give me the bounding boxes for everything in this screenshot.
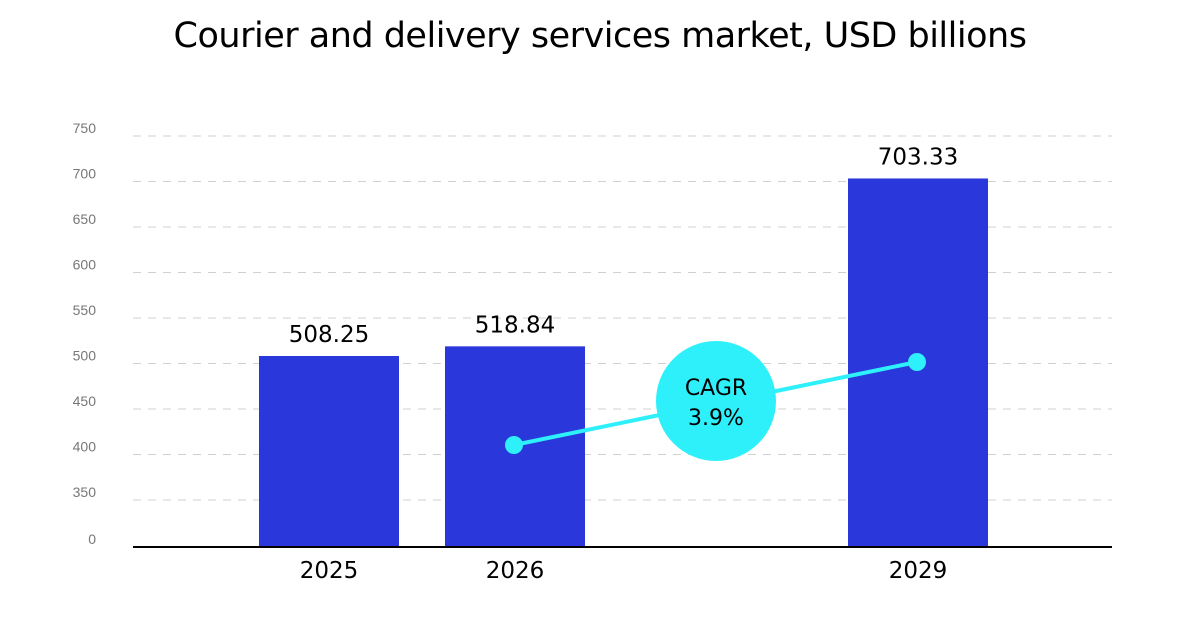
cagr-value: 3.9% [688,406,744,431]
y-tick-label: 750 [73,120,97,136]
x-tick-label: 2029 [889,558,948,584]
cagr-label: CAGR [685,376,747,401]
y-tick-label: 550 [73,302,97,318]
cagr-end-point [908,353,926,371]
x-tick-label: 2025 [300,558,359,584]
y-tick-label: 700 [73,166,97,182]
y-tick-label: 400 [73,439,97,455]
cagr-start-point [505,436,523,454]
y-tick-label: 350 [73,484,97,500]
chart-title: Courier and delivery services market, US… [173,16,1027,56]
data-label: 508.25 [289,322,369,348]
y-tick-label: 500 [73,348,97,364]
y-tick-label: 650 [73,211,97,227]
y-tick-label: 600 [73,257,97,273]
y-tick-label: 450 [73,393,97,409]
x-tick-label: 2026 [486,558,545,584]
data-label: 518.84 [475,312,555,338]
cagr-bubble [656,341,776,461]
y-tick-label: 0 [88,531,96,547]
bar-2025 [259,355,399,547]
data-label: 703.33 [878,144,958,170]
